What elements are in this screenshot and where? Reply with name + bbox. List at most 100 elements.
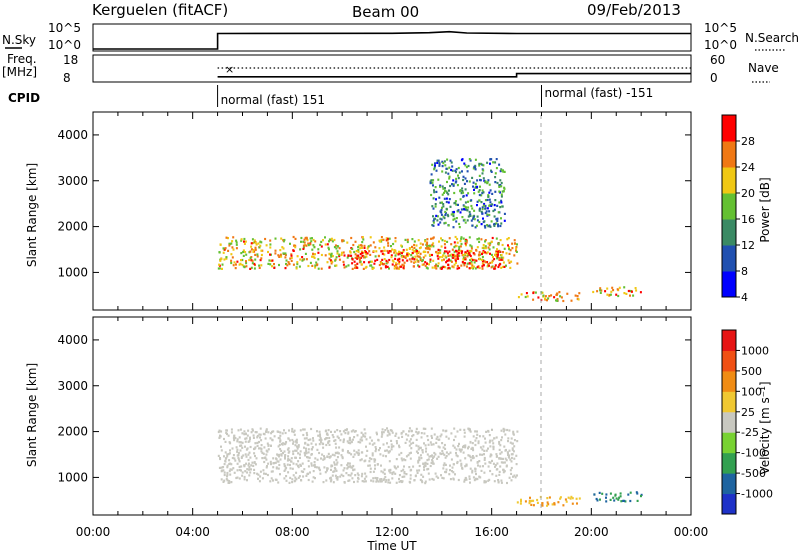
power-data-cell bbox=[481, 260, 484, 263]
power-data-cell bbox=[413, 240, 416, 243]
velocity-data-cell bbox=[510, 453, 513, 456]
velocity-data-cell bbox=[233, 434, 236, 437]
power-data-cell bbox=[445, 197, 448, 200]
velocity-data-cell bbox=[328, 455, 331, 458]
power-data-cell bbox=[260, 253, 263, 257]
power-data-cell bbox=[253, 239, 256, 242]
power-data-cell bbox=[284, 252, 287, 255]
power-data-cell bbox=[258, 246, 261, 249]
power-data-cell bbox=[466, 170, 469, 173]
velocity-data-cell bbox=[415, 444, 418, 447]
velocity-data-cell bbox=[417, 431, 420, 435]
power-data-cell bbox=[245, 262, 248, 265]
power-data-cell bbox=[434, 164, 436, 167]
velocity-data-cell bbox=[479, 465, 482, 468]
velocity-data-cell bbox=[609, 498, 612, 501]
power-data-cell bbox=[600, 289, 603, 292]
velocity-data-cell bbox=[636, 492, 639, 495]
power-data-cell bbox=[437, 178, 440, 181]
velocity-data-cell bbox=[283, 463, 286, 466]
velocity-data-cell bbox=[390, 439, 393, 442]
power-data-cell bbox=[374, 259, 377, 262]
velocity-data-cell bbox=[500, 429, 503, 432]
power-data-cell bbox=[478, 240, 481, 243]
velocity-data-cell bbox=[363, 477, 366, 480]
velocity-data-cell bbox=[365, 445, 367, 448]
velocity-data-cell bbox=[319, 437, 322, 440]
velocity-data-cell bbox=[286, 459, 289, 462]
power-data-cell bbox=[264, 237, 267, 241]
velocity-data-cell bbox=[265, 453, 268, 456]
velocity-data-cell bbox=[233, 471, 236, 474]
velocity-data-cell bbox=[273, 435, 276, 438]
velocity-data-cell bbox=[316, 458, 319, 461]
y-tick-label: 1000 bbox=[57, 470, 88, 484]
velocity-data-cell bbox=[510, 437, 513, 440]
power-data-cell bbox=[464, 208, 467, 211]
velocity-data-cell bbox=[333, 461, 336, 464]
power-data-cell bbox=[300, 240, 302, 243]
velocity-data-cell bbox=[336, 451, 339, 454]
velocity-data-cell bbox=[442, 467, 445, 470]
velocity-data-cell bbox=[279, 434, 282, 437]
velocity-data-cell bbox=[376, 433, 378, 436]
power-data-cell bbox=[482, 164, 485, 167]
velocity-data-cell bbox=[508, 429, 511, 432]
power-data-cell bbox=[432, 207, 435, 210]
power-data-cell bbox=[439, 221, 442, 224]
power-data-cell bbox=[466, 180, 468, 183]
velocity-data-cell bbox=[303, 428, 306, 431]
velocity-data-cell bbox=[395, 432, 398, 435]
velocity-data-cell bbox=[295, 449, 298, 452]
velocity-data-cell bbox=[481, 448, 484, 451]
power-data-cell bbox=[503, 187, 506, 190]
velocity-data-cell bbox=[571, 497, 574, 500]
power-data-cell bbox=[424, 264, 427, 267]
velocity-data-cell bbox=[379, 480, 382, 483]
velocity-data-cell bbox=[623, 499, 626, 502]
power-data-cell bbox=[413, 261, 416, 264]
velocity-data-cell bbox=[229, 442, 232, 445]
velocity-data-cell bbox=[285, 466, 288, 469]
velocity-data-cell bbox=[452, 478, 455, 481]
freq-tick-top: 18 bbox=[63, 53, 78, 67]
power-data-cell bbox=[433, 189, 435, 192]
power-data-cell bbox=[303, 238, 306, 241]
power-data-cell bbox=[328, 240, 330, 243]
velocity-data-cell bbox=[303, 451, 306, 454]
power-data-cell bbox=[254, 241, 257, 244]
power-data-cell bbox=[488, 183, 491, 186]
velocity-data-cell bbox=[297, 444, 300, 447]
power-data-cell bbox=[460, 242, 463, 246]
power-data-cell bbox=[448, 198, 451, 201]
velocity-data-cell bbox=[314, 457, 317, 460]
power-data-cell bbox=[442, 203, 445, 206]
power-data-cell bbox=[497, 211, 500, 214]
power-data-cell bbox=[240, 239, 243, 242]
velocity-data-cell bbox=[505, 448, 507, 452]
velocity-data-cell bbox=[302, 475, 305, 478]
power-data-cell bbox=[489, 252, 491, 255]
power-data-cell bbox=[254, 258, 257, 261]
power-data-cell bbox=[524, 295, 527, 299]
power-data-cell bbox=[428, 246, 431, 249]
velocity-data-cell bbox=[299, 453, 301, 456]
power-data-cell bbox=[544, 295, 547, 298]
power-data-cell bbox=[372, 266, 375, 269]
velocity-data-cell bbox=[441, 442, 444, 445]
velocity-data-cell bbox=[379, 478, 382, 481]
velocity-data-cell bbox=[303, 468, 306, 471]
power-data-cell bbox=[493, 258, 496, 261]
velocity-data-cell bbox=[477, 464, 479, 467]
power-data-cell bbox=[361, 255, 364, 258]
velocity-data-cell bbox=[347, 474, 350, 477]
velocity-data-cell bbox=[263, 433, 266, 436]
power-data-cell bbox=[474, 226, 477, 229]
velocity-data-cell bbox=[253, 452, 256, 455]
power-data-cell bbox=[252, 241, 254, 245]
power-data-cell bbox=[464, 239, 467, 243]
power-data-cell bbox=[488, 210, 491, 213]
power-data-cell bbox=[358, 258, 361, 261]
velocity-data-cell bbox=[363, 480, 366, 483]
power-data-cell bbox=[495, 218, 498, 221]
